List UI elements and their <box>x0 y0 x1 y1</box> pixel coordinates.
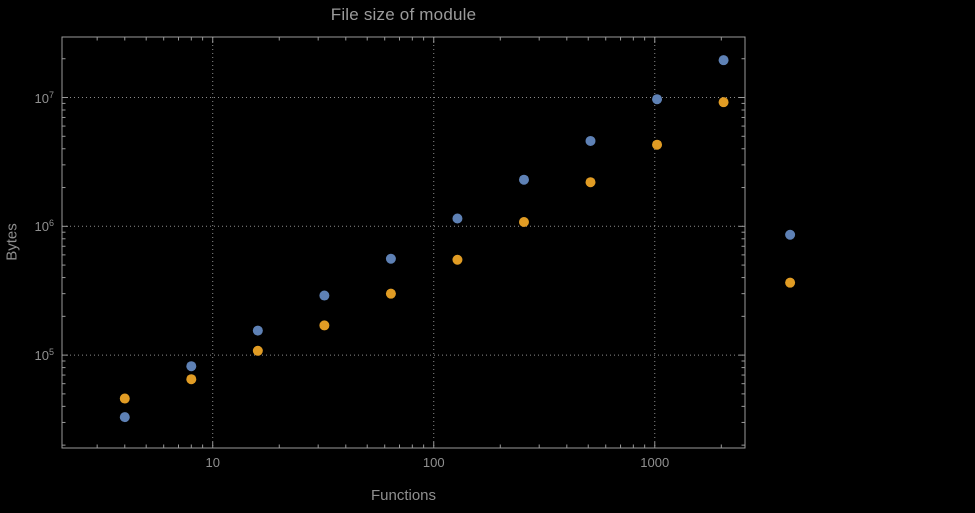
data-point-blue <box>585 135 596 146</box>
data-point-blue <box>652 94 663 105</box>
y-tick-label: 106 <box>34 218 54 235</box>
data-point-orange <box>585 177 596 188</box>
data-point-orange <box>319 320 330 331</box>
data-point-orange <box>652 139 663 150</box>
data-point-blue <box>518 174 529 185</box>
x-tick-label: 100 <box>422 455 445 470</box>
chart-title: File size of module <box>330 5 477 24</box>
data-point-orange <box>718 97 729 108</box>
data-point-blue <box>785 229 796 240</box>
data-point-blue <box>319 290 330 301</box>
data-point-orange <box>252 345 263 356</box>
x-axis-label: Functions <box>370 487 437 504</box>
plot-frame <box>61 36 746 449</box>
data-point-orange <box>119 393 130 404</box>
data-point-blue <box>119 412 130 423</box>
data-point-orange <box>518 217 529 228</box>
data-point-blue <box>252 325 263 336</box>
x-tick-label: 10 <box>205 455 220 470</box>
data-point-blue <box>385 253 396 264</box>
y-tick-label: 105 <box>34 346 54 364</box>
y-tick-label: 107 <box>34 89 54 106</box>
data-point-orange <box>452 254 463 265</box>
data-point-orange <box>186 374 197 385</box>
x-tick-label: 1000 <box>640 455 670 470</box>
data-point-orange <box>785 277 796 288</box>
data-point-blue <box>718 55 729 66</box>
data-point-orange <box>385 288 396 299</box>
data-point-blue <box>452 213 463 224</box>
data-point-blue <box>186 361 197 372</box>
